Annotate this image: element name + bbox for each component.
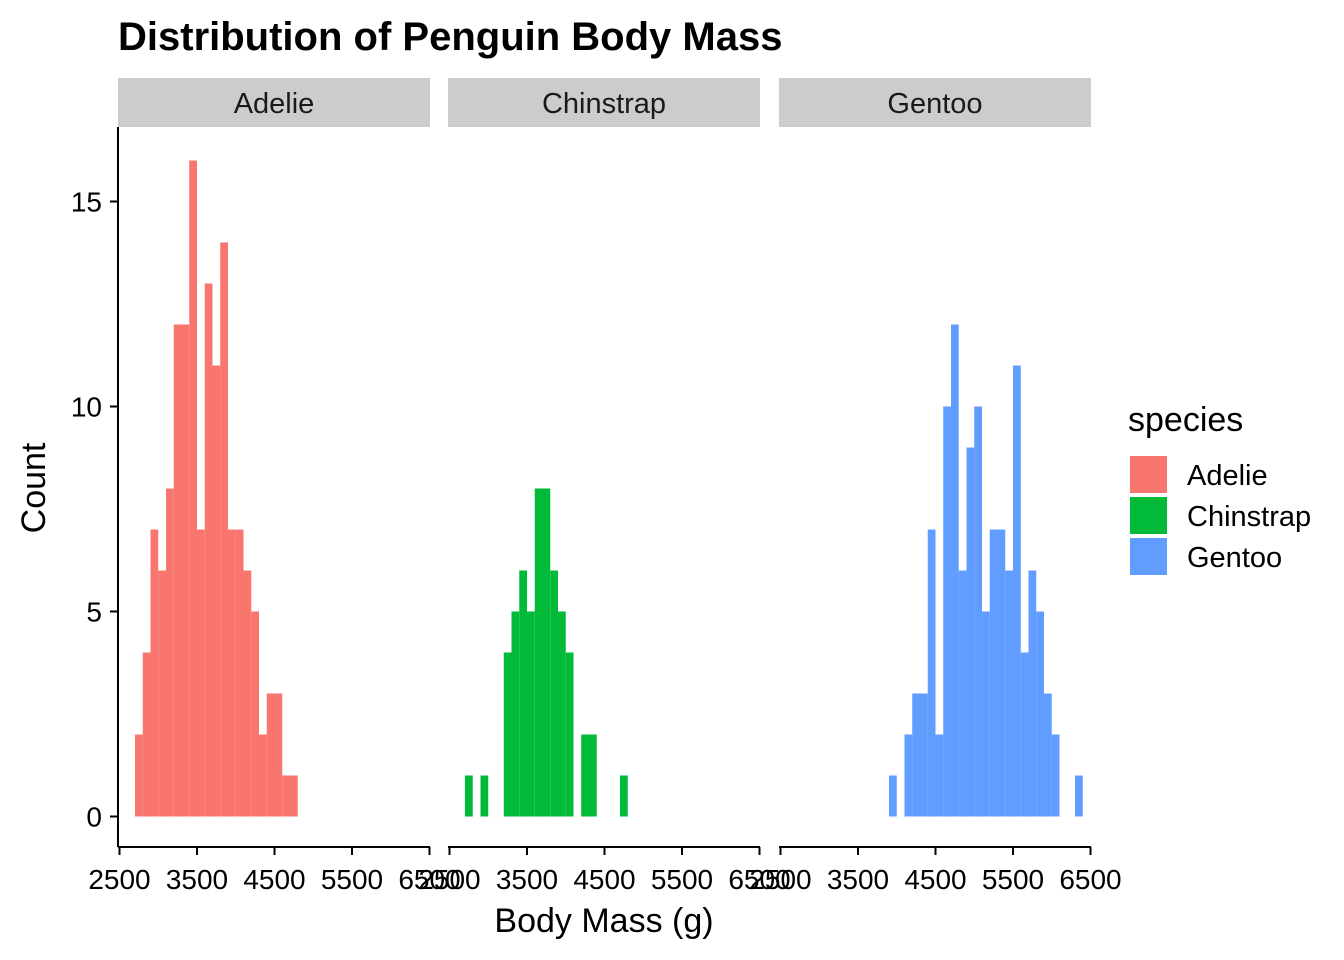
histogram-bar xyxy=(558,611,566,817)
chart-title: Distribution of Penguin Body Mass xyxy=(118,15,782,59)
histogram-bar xyxy=(197,529,205,817)
histogram-bar xyxy=(904,734,913,817)
y-tick-label: 0 xyxy=(86,802,102,833)
histogram-bar xyxy=(259,734,267,817)
y-tick-label: 5 xyxy=(86,597,102,628)
facet-strip-label: Adelie xyxy=(234,88,315,120)
histogram-bar xyxy=(1075,775,1083,817)
histogram-bar xyxy=(235,529,244,817)
legend-key-adelie xyxy=(1130,456,1167,493)
histogram-bar xyxy=(519,570,527,817)
histogram-bar xyxy=(989,529,998,817)
histogram-bar xyxy=(966,447,975,817)
facet-panel-adelie: Adelie 2500 3500 4500 5500 6500 xyxy=(88,78,461,895)
x-axis-title: Body Mass (g) xyxy=(494,902,713,940)
x-tick-label: 4500 xyxy=(904,864,966,895)
x-tick-label: 2500 xyxy=(749,864,811,895)
legend-key-chinstrap xyxy=(1130,497,1167,534)
facet-panel-gentoo: Gentoo 2500 3500 4500 5500 6500 xyxy=(749,78,1122,895)
histogram-bar xyxy=(266,693,275,817)
x-tick-label: 6500 xyxy=(398,864,460,895)
histogram-bar xyxy=(251,611,259,817)
histogram-bar xyxy=(243,570,252,817)
histogram-bar xyxy=(511,611,520,817)
histogram-bar xyxy=(1036,611,1044,817)
histogram-bar xyxy=(220,242,228,817)
legend-label-gentoo: Gentoo xyxy=(1187,542,1282,574)
x-tick-label: 2500 xyxy=(418,864,480,895)
x-tick-label: 5500 xyxy=(321,864,383,895)
histogram-bar xyxy=(465,775,473,817)
histogram-bar xyxy=(480,775,489,817)
x-tick-label: 2500 xyxy=(88,864,150,895)
x-tick-label: 6500 xyxy=(1059,864,1121,895)
legend-title: species xyxy=(1128,401,1243,439)
x-tick-label: 4500 xyxy=(243,864,305,895)
histogram-bar xyxy=(189,160,197,817)
x-tick-label: 6500 xyxy=(728,864,790,895)
x-tick-label: 3500 xyxy=(496,864,558,895)
histogram-bar xyxy=(150,529,159,817)
histogram-bar xyxy=(228,529,236,817)
histogram-bar xyxy=(589,734,597,817)
legend-label-chinstrap: Chinstrap xyxy=(1187,501,1311,533)
histogram-bar xyxy=(565,652,574,817)
facet-strip-label: Chinstrap xyxy=(542,88,666,120)
y-tick-label: 15 xyxy=(71,187,102,218)
histogram-bar xyxy=(527,611,535,817)
histogram-bar xyxy=(173,324,182,817)
histogram-bar xyxy=(142,652,151,817)
histogram-bar xyxy=(889,775,897,817)
facet-strip-label: Gentoo xyxy=(887,88,982,120)
x-tick-label: 3500 xyxy=(166,864,228,895)
histogram-bar xyxy=(503,652,512,817)
histogram-bar xyxy=(951,324,959,817)
y-axis: 0 5 10 15 xyxy=(71,127,119,847)
histogram-bar xyxy=(542,488,551,817)
histogram-bar xyxy=(1044,693,1052,817)
histogram-bar xyxy=(166,488,174,817)
histogram-bar xyxy=(1028,570,1037,817)
histogram-bar xyxy=(1013,365,1021,817)
legend-label-adelie: Adelie xyxy=(1187,460,1268,492)
histogram-bar xyxy=(912,693,920,817)
y-tick-label: 10 xyxy=(71,392,102,423)
histogram-bar xyxy=(274,693,283,817)
legend: species Adelie Chinstrap Gentoo xyxy=(1128,401,1311,575)
facet-strip xyxy=(779,78,1091,127)
histogram-bar xyxy=(550,570,558,817)
histogram-bar xyxy=(935,734,944,817)
facet-panel-chinstrap: Chinstrap 2500 3500 4500 5500 6500 xyxy=(418,78,791,895)
histogram-bar xyxy=(1051,734,1060,817)
histogram-bar xyxy=(1020,652,1029,817)
histogram-bar xyxy=(958,570,967,817)
histogram-bar xyxy=(212,365,221,817)
facet-panels: Adelie 2500 3500 4500 5500 6500 Chinstrap 2500 3… xyxy=(88,78,1122,895)
histogram-bar xyxy=(158,570,166,817)
histogram-bar xyxy=(290,775,298,817)
histogram-bar xyxy=(620,775,628,817)
x-tick-label: 5500 xyxy=(982,864,1044,895)
histogram-bar xyxy=(282,775,290,817)
histogram-bar xyxy=(181,324,190,817)
histogram-bar xyxy=(982,611,990,817)
histogram-bar xyxy=(943,406,951,817)
histogram-bar xyxy=(974,406,982,817)
y-axis-title: Count xyxy=(15,442,53,533)
facet-strip xyxy=(118,78,430,127)
histogram-bar xyxy=(135,734,143,817)
histogram-bar xyxy=(927,529,936,817)
legend-key-gentoo xyxy=(1130,538,1167,575)
x-tick-label: 4500 xyxy=(573,864,635,895)
facet-strip xyxy=(448,78,760,127)
histogram-bar xyxy=(1005,570,1013,817)
histogram-bar xyxy=(997,529,1006,817)
histogram-bar xyxy=(920,693,928,817)
histogram-bar xyxy=(534,488,543,817)
histogram-bar xyxy=(581,734,589,817)
x-tick-label: 3500 xyxy=(827,864,889,895)
histogram-bar xyxy=(204,283,213,817)
x-tick-label: 5500 xyxy=(651,864,713,895)
